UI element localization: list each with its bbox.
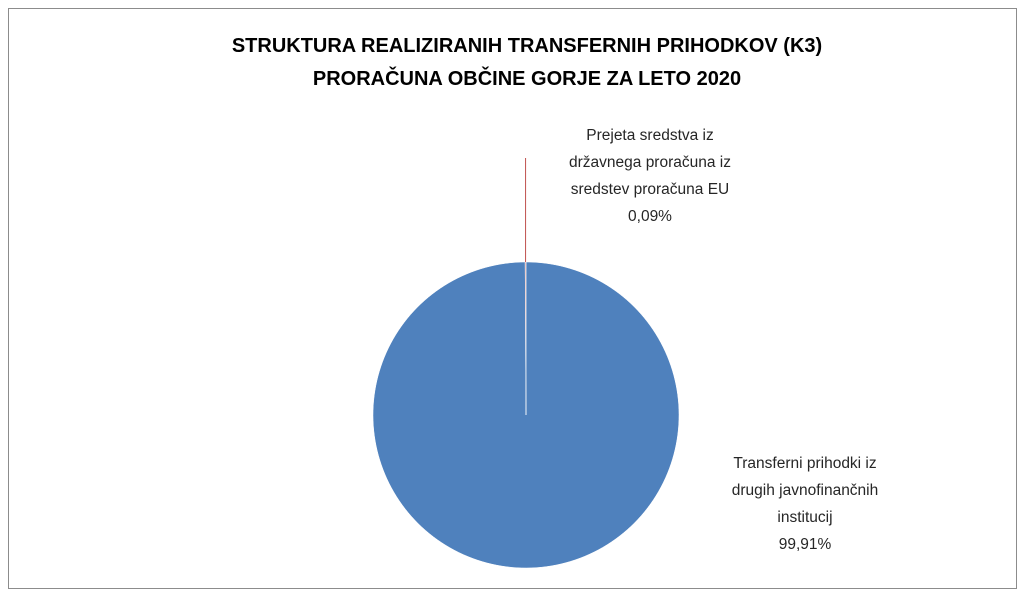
slice-category: Prejeta sredstva iz državnega proračuna … (569, 127, 731, 198)
chart-frame (8, 8, 1017, 589)
chart-title: STRUKTURA REALIZIRANIH TRANSFERNIH PRIHO… (231, 35, 823, 90)
slice-category: Transferni prihodki iz drugih javnofinan… (731, 455, 879, 526)
slice-value: 99,91% (778, 536, 832, 553)
slice-value: 0,09% (628, 208, 672, 225)
data-label: Transferni prihodki iz drugih javnofinan… (710, 450, 900, 558)
data-label: Prejeta sredstva iz državnega proračuna … (555, 122, 745, 230)
